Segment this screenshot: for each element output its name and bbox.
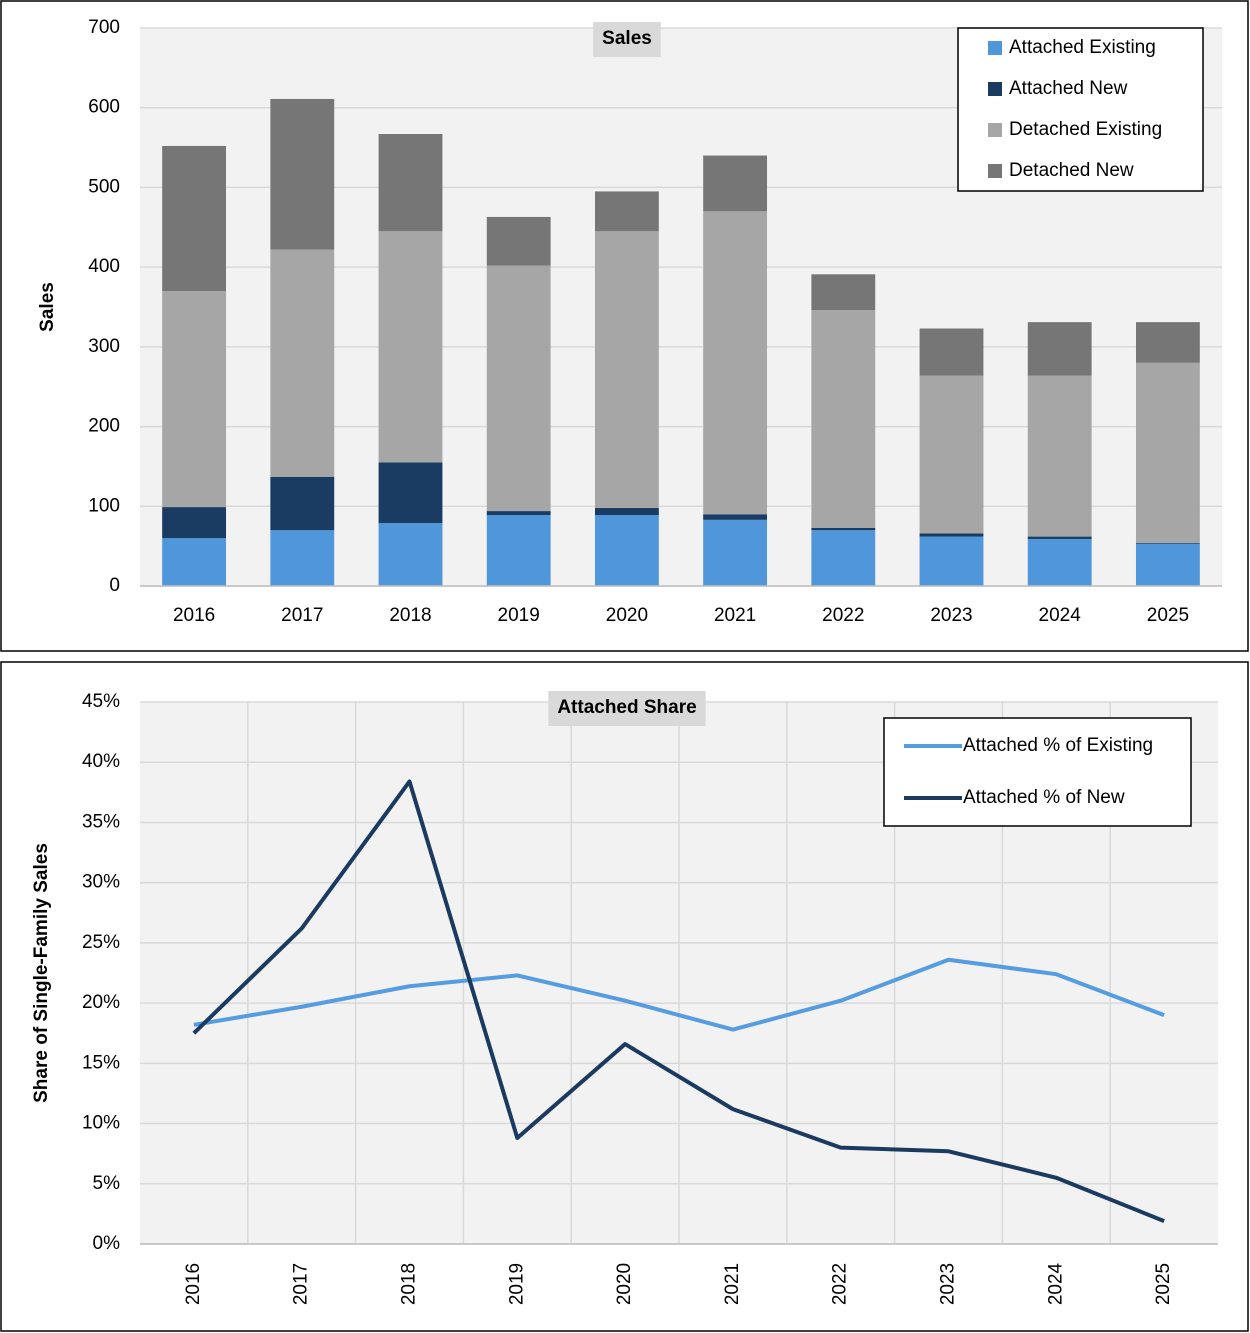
- bar-segment: [703, 519, 768, 586]
- y-tick-label: 400: [88, 256, 120, 277]
- legend-swatch: [988, 82, 1002, 96]
- bar-segment: [270, 249, 335, 477]
- legend-label: Attached New: [1009, 78, 1128, 99]
- bar-segment: [270, 98, 335, 250]
- bar-segment: [378, 523, 443, 586]
- bar-segment: [594, 507, 659, 516]
- y-tick-label: 40%: [82, 751, 120, 772]
- legend-box: [957, 27, 1204, 192]
- bar-segment: [1135, 543, 1200, 586]
- bar-segment: [811, 310, 876, 528]
- bar-segment: [919, 536, 984, 586]
- legend-swatch: [988, 41, 1002, 55]
- x-tick-label: 2022: [830, 1263, 851, 1305]
- x-tick-label: 2025: [1147, 605, 1189, 626]
- bar-segment: [811, 527, 876, 531]
- line-series: [193, 957, 1165, 1032]
- y-tick-label: 700: [88, 17, 120, 38]
- x-tick-label: 2020: [614, 1263, 635, 1305]
- y-tick-label: 0%: [93, 1233, 121, 1254]
- y-tick-label: 5%: [93, 1173, 121, 1194]
- bar-segment: [1027, 536, 1092, 539]
- legend-label: Detached New: [1009, 160, 1134, 181]
- y-tick-label: 0: [109, 575, 120, 596]
- bar-segment: [270, 476, 335, 531]
- bar-segment: [162, 291, 227, 508]
- x-tick-label: 2018: [389, 605, 431, 626]
- bar-segment: [703, 514, 768, 520]
- bar-segment: [919, 533, 984, 537]
- y-tick-label: 300: [88, 336, 120, 357]
- x-tick-label: 2023: [930, 605, 972, 626]
- y-tick-label: 45%: [82, 691, 120, 712]
- bar-segment: [594, 191, 659, 232]
- y-tick-label: 20%: [82, 992, 120, 1013]
- legend-swatch: [988, 164, 1002, 178]
- y-tick-label: 600: [88, 97, 120, 118]
- legend-label: Detached Existing: [1009, 119, 1162, 140]
- bar-segment: [919, 375, 984, 534]
- bar-segment: [378, 231, 443, 463]
- bar-segment: [378, 134, 443, 232]
- bar-segment: [1135, 362, 1200, 543]
- x-tick-label: 2021: [714, 605, 756, 626]
- x-tick-label: 2016: [173, 605, 215, 626]
- x-tick-label: 2022: [822, 605, 864, 626]
- bar-segment: [811, 274, 876, 311]
- x-tick-label: 2016: [183, 1263, 204, 1305]
- x-tick-label: 2018: [399, 1263, 420, 1305]
- line-series: [192, 779, 1165, 1223]
- x-tick-label: 2020: [606, 605, 648, 626]
- chart-title: Sales: [602, 28, 652, 49]
- legend-label: Attached % of Existing: [963, 735, 1153, 756]
- x-tick-label: 2017: [291, 1263, 312, 1305]
- bar-segment: [270, 530, 335, 586]
- y-tick-label: 200: [88, 416, 120, 437]
- legend-box: [883, 717, 1192, 827]
- bar-segment: [594, 515, 659, 586]
- x-tick-label: 2017: [281, 605, 323, 626]
- bar-segment: [1027, 538, 1092, 586]
- bar-segment: [162, 145, 227, 292]
- bar-segment: [1135, 542, 1200, 544]
- bar-segment: [486, 511, 551, 516]
- bar-segment: [486, 515, 551, 586]
- bar-segment: [378, 462, 443, 524]
- x-tick-label: 2024: [1039, 605, 1082, 626]
- legend-label: Attached % of New: [963, 787, 1125, 808]
- title-background: [593, 22, 661, 57]
- y-tick-label: 500: [88, 176, 120, 197]
- x-tick-label: 2019: [498, 605, 540, 626]
- bar-segment: [919, 328, 984, 376]
- y-tick-label: 25%: [82, 932, 120, 953]
- x-tick-label: 2023: [938, 1263, 959, 1305]
- bar-segment: [811, 530, 876, 586]
- y-tick-label: 15%: [82, 1052, 120, 1073]
- x-tick-label: 2021: [722, 1263, 743, 1305]
- y-tick-label: 10%: [82, 1113, 120, 1134]
- y-axis-label: Sales: [37, 282, 58, 332]
- y-tick-label: 100: [88, 495, 120, 516]
- legend-label: Attached Existing: [1009, 37, 1156, 58]
- y-tick-label: 30%: [82, 872, 120, 893]
- title-background: [548, 691, 706, 726]
- bar-segment: [703, 211, 768, 515]
- bar-segment: [162, 507, 227, 539]
- bar-segment: [1135, 322, 1200, 363]
- y-axis-label: Share of Single-Family Sales: [31, 843, 52, 1103]
- chart-title: Attached Share: [557, 697, 696, 718]
- legend-swatch: [988, 123, 1002, 137]
- bar-segment: [486, 216, 551, 266]
- bar-segment: [703, 155, 768, 212]
- x-tick-label: 2019: [506, 1263, 527, 1305]
- x-tick-label: 2025: [1153, 1263, 1174, 1305]
- bar-segment: [594, 231, 659, 508]
- bar-segment: [1027, 322, 1092, 376]
- x-tick-label: 2024: [1045, 1262, 1066, 1305]
- y-tick-label: 35%: [82, 811, 120, 832]
- bar-segment: [162, 538, 227, 586]
- bar-segment: [1027, 375, 1092, 537]
- bar-segment: [486, 265, 551, 512]
